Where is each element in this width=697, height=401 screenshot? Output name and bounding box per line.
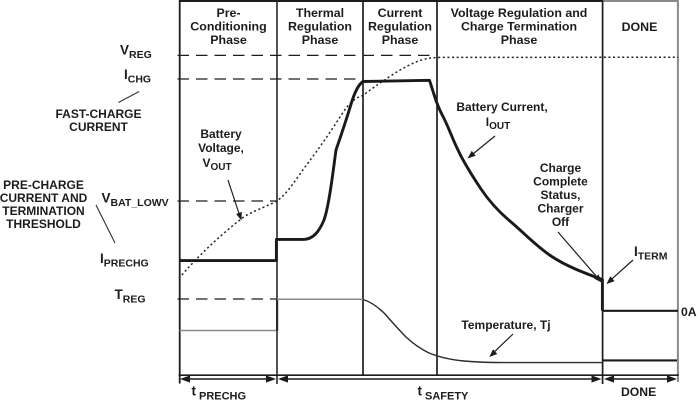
- svg-text:Battery Current,: Battery Current,: [456, 100, 547, 114]
- svg-text:Phase: Phase: [210, 33, 247, 47]
- svg-text:PRE-CHARGE: PRE-CHARGE: [3, 178, 84, 192]
- svg-text:Conditioning: Conditioning: [190, 20, 266, 34]
- svg-text:TERMINATION: TERMINATION: [2, 204, 84, 218]
- svg-text:IOUT: IOUT: [486, 115, 510, 132]
- svg-text:Voltage,: Voltage,: [198, 141, 244, 155]
- svg-text:Pre-: Pre-: [216, 6, 240, 20]
- svg-text:THRESHOLD: THRESHOLD: [6, 217, 81, 231]
- svg-text:CURRENT: CURRENT: [69, 120, 128, 134]
- svg-text:VBAT_LOWV: VBAT_LOWV: [102, 191, 169, 210]
- svg-text:Regulation: Regulation: [368, 20, 432, 34]
- svg-text:Temperature, Tj: Temperature, Tj: [461, 318, 550, 332]
- svg-text:DONE: DONE: [621, 385, 656, 399]
- svg-text:Regulation: Regulation: [288, 20, 352, 34]
- svg-text:Status,: Status,: [540, 188, 580, 202]
- svg-text:VOUT: VOUT: [202, 156, 231, 173]
- svg-text:VREG: VREG: [120, 43, 152, 62]
- svg-text:Charger: Charger: [537, 202, 583, 216]
- svg-text:Phase: Phase: [501, 33, 538, 47]
- svg-text:0A: 0A: [681, 305, 697, 319]
- svg-text:FAST-CHARGE: FAST-CHARGE: [55, 107, 141, 121]
- svg-text:TREG: TREG: [115, 287, 146, 306]
- svg-text:Thermal: Thermal: [296, 6, 344, 20]
- svg-text:CURRENT AND: CURRENT AND: [0, 191, 88, 205]
- svg-text:Phase: Phase: [382, 33, 419, 47]
- svg-text:ITERM: ITERM: [634, 244, 668, 263]
- svg-text:IPRECHG: IPRECHG: [100, 251, 149, 270]
- svg-text:Charge Termination: Charge Termination: [461, 20, 577, 34]
- svg-text:Current: Current: [378, 6, 423, 20]
- svg-text:Complete: Complete: [533, 175, 588, 189]
- svg-text:Off: Off: [552, 215, 570, 229]
- svg-text:Voltage Regulation and: Voltage Regulation and: [451, 6, 588, 20]
- svg-text:DONE: DONE: [622, 20, 658, 34]
- svg-text:Battery: Battery: [200, 127, 242, 141]
- svg-text:Phase: Phase: [302, 33, 339, 47]
- svg-text:Charge: Charge: [540, 161, 582, 175]
- svg-text:ICHG: ICHG: [124, 67, 151, 86]
